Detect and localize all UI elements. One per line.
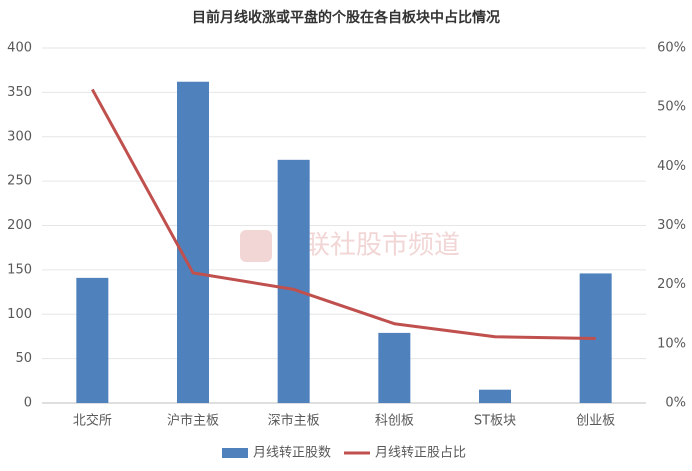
y-tick-label: 300 xyxy=(7,129,32,144)
chart-title: 目前月线收涨或平盘的个股在各自板块中占比情况 xyxy=(192,9,500,26)
watermark-group: 财联社股市频道 xyxy=(240,230,460,262)
x-tick-label: ST板块 xyxy=(474,414,516,429)
y-tick-label: 100 xyxy=(7,307,32,322)
bar xyxy=(76,277,109,403)
x-tick-label: 创业板 xyxy=(576,414,615,429)
y-tick-label: 50 xyxy=(15,351,32,366)
x-tick-label: 科创板 xyxy=(375,414,414,429)
line xyxy=(91,88,596,341)
y2-tick-label: 0% xyxy=(665,396,686,411)
x-tick-label: 北交所 xyxy=(73,413,112,429)
legend-swatch xyxy=(222,448,248,458)
y2-tick-label: 50% xyxy=(657,100,686,115)
y-tick-label: 0 xyxy=(24,396,32,411)
y-tick-label: 350 xyxy=(7,85,32,100)
y2-tick-label: 30% xyxy=(657,218,686,233)
x-tick-label: 深市主板 xyxy=(268,413,320,429)
bar xyxy=(277,159,310,403)
y-tick-label: 250 xyxy=(7,174,32,189)
bar xyxy=(177,81,209,403)
watermark-logo xyxy=(240,230,272,262)
y2-tick-label: 10% xyxy=(657,336,686,351)
legend-label: 月线转正股数 xyxy=(253,446,331,461)
y2-tick-label: 60% xyxy=(657,41,686,56)
x-tick-label: 沪市主板 xyxy=(167,413,219,429)
bar xyxy=(378,332,411,403)
y2-tick-label: 40% xyxy=(657,159,686,174)
y2-tick-label: 20% xyxy=(657,277,686,292)
y-tick-label: 200 xyxy=(7,218,32,233)
y-tick-label: 400 xyxy=(7,41,32,56)
y-tick-label: 150 xyxy=(7,262,32,277)
legend-label: 月线转正股占比 xyxy=(375,446,466,461)
bar xyxy=(479,389,511,403)
